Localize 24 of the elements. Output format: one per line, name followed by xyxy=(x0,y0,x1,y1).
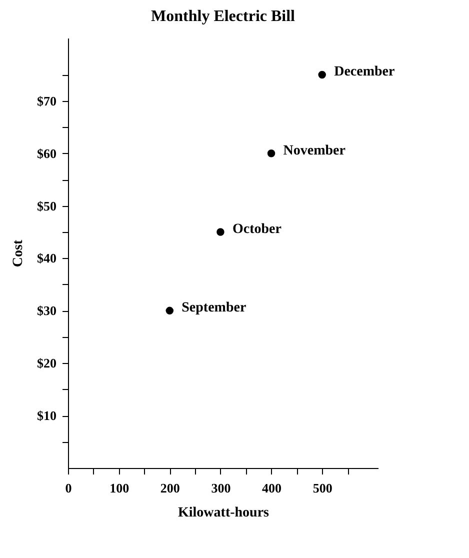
annotation: October xyxy=(232,222,282,238)
y-tick-label: $40 xyxy=(37,250,56,266)
y-tick-label: $60 xyxy=(37,146,56,161)
annotation: December xyxy=(334,64,395,80)
x-tick-label: 400 xyxy=(262,480,282,496)
y-tick-label: $70 xyxy=(37,93,56,108)
point xyxy=(216,228,224,236)
x-tick-label: 500 xyxy=(312,480,332,496)
point xyxy=(267,150,276,158)
y-tick-label: $10 xyxy=(37,408,56,424)
annotation: November xyxy=(283,143,346,158)
x-tick-label: 200 xyxy=(160,480,180,496)
chart-title: Monthly Electric Bill xyxy=(151,8,296,25)
x-tick-label: 300 xyxy=(211,480,231,496)
point xyxy=(166,306,174,315)
point xyxy=(318,70,326,79)
y-tick-label: $30 xyxy=(37,303,56,318)
y-tick-label: $50 xyxy=(37,198,56,214)
y-tick-label: $20 xyxy=(37,356,56,371)
x-tick-label: 0 xyxy=(65,480,72,496)
y-axis-title: Cost xyxy=(11,240,26,268)
x-axis-title: Kilowatt-hours xyxy=(178,506,270,520)
x-tick-label: 100 xyxy=(110,480,130,496)
annotation: September xyxy=(182,300,246,316)
